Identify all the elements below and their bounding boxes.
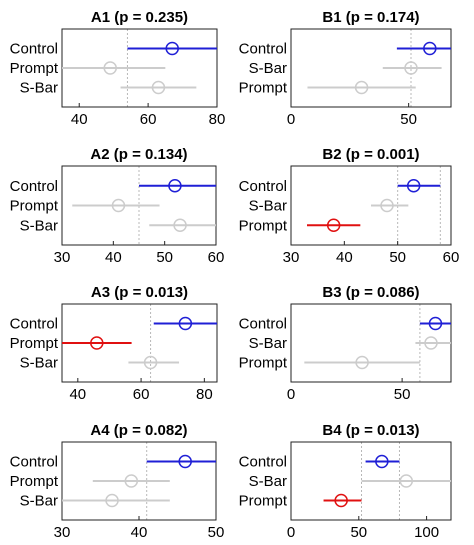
x-tick-label: 30 [54, 249, 71, 266]
axes-box [61, 165, 217, 246]
mean-point [399, 474, 414, 488]
category-label: S-Bar [249, 198, 287, 215]
category-label: Prompt [239, 80, 288, 97]
category-label: Prompt [239, 217, 288, 234]
panel-title: A2 (p = 0.134) [90, 146, 187, 163]
x-tick-label: 50 [208, 524, 225, 541]
x-tick-label: 50 [400, 111, 417, 128]
x-tick-label: 50 [350, 524, 367, 541]
axes-box [290, 28, 452, 108]
panel-a4: A4 (p = 0.082) 30 40 50 Control Prompt S-Bar [10, 422, 225, 541]
panel-title: A4 (p = 0.082) [90, 422, 187, 439]
panel-title: B3 (p = 0.086) [322, 284, 419, 301]
x-tick-label: 60 [133, 386, 150, 403]
mean-point [103, 61, 117, 75]
mean-point [406, 179, 421, 193]
x-tick-label: 40 [69, 386, 86, 403]
x-tick-label: 50 [394, 386, 411, 403]
category-label: S-Bar [20, 493, 58, 510]
mean-point [151, 80, 166, 95]
x-tick-label: 40 [131, 524, 148, 541]
category-label: Prompt [10, 198, 59, 215]
category-label: S-Bar [20, 217, 58, 234]
x-tick-label: 40 [105, 249, 122, 266]
category-label: Prompt [239, 355, 288, 372]
category-label: Control [239, 41, 287, 58]
mean-point [424, 336, 438, 350]
panel-a1: A1 (p = 0.235) 40 60 80 Control Prompt S-Bar [10, 9, 226, 128]
panel-title: A1 (p = 0.235) [91, 9, 188, 26]
category-label: S-Bar [20, 80, 58, 97]
mean-point [355, 355, 369, 370]
panel-b3: B3 (p = 0.086) 0 50 Control S-Bar Prompt [239, 284, 452, 403]
x-tick-label: 60 [208, 249, 225, 266]
panel-title: B4 (p = 0.013) [322, 422, 419, 439]
category-label: Control [10, 316, 58, 333]
mean-point [111, 198, 126, 213]
mean-point [173, 218, 187, 232]
category-label: S-Bar [20, 355, 58, 372]
panel-title: B2 (p = 0.001) [322, 146, 419, 163]
mean-point [375, 454, 389, 469]
panel-b4: B4 (p = 0.013) 0 50 100 Control S-Bar Prompt [239, 422, 452, 541]
category-label: Control [239, 316, 287, 333]
mean-point [380, 198, 394, 213]
x-tick-label: 80 [209, 111, 226, 128]
mean-point [178, 454, 192, 469]
x-tick-label: 0 [287, 111, 295, 128]
x-tick-label: 50 [156, 249, 173, 266]
mean-point [168, 179, 182, 193]
category-label: Prompt [10, 60, 59, 77]
x-tick-label: 100 [414, 524, 439, 541]
mean-point [326, 218, 341, 232]
x-tick-label: 40 [336, 249, 353, 266]
category-label: Control [10, 178, 58, 195]
panel-title: A3 (p = 0.013) [91, 284, 188, 301]
panel-a3: A3 (p = 0.013) 40 60 80 Control Prompt S-Bar [10, 284, 218, 403]
category-label: S-Bar [249, 60, 287, 77]
panel-a2: A2 (p = 0.134) 30 40 50 60 Control Prompt S-Bar [10, 146, 225, 266]
category-label: Control [239, 454, 287, 471]
panel-b1: B1 (p = 0.174) 0 50 Control S-Bar Prompt [239, 9, 452, 128]
x-tick-label: 60 [443, 249, 460, 266]
x-tick-label: 0 [287, 386, 295, 403]
x-tick-label: 0 [287, 524, 295, 541]
mean-point [143, 355, 158, 370]
category-label: Prompt [239, 493, 288, 510]
mean-point [334, 493, 348, 508]
category-label: Control [10, 41, 58, 58]
x-tick-label: 60 [140, 111, 157, 128]
category-label: Prompt [10, 473, 59, 490]
mean-point [354, 80, 369, 95]
category-label: S-Bar [249, 335, 287, 352]
x-tick-label: 50 [389, 249, 406, 266]
mean-point [165, 41, 179, 56]
mean-point [428, 316, 443, 331]
mean-point [124, 474, 139, 488]
category-label: Control [10, 454, 58, 471]
mean-point [105, 493, 119, 508]
panel-b2: B2 (p = 0.001) 30 40 50 60 Control S-Bar Prompt [239, 146, 460, 266]
x-tick-label: 30 [54, 524, 71, 541]
x-tick-label: 40 [71, 111, 88, 128]
x-tick-label: 30 [283, 249, 300, 266]
mean-point [90, 336, 104, 350]
category-label: S-Bar [249, 473, 287, 490]
mean-point [404, 61, 418, 75]
mean-point [178, 316, 193, 331]
mean-point [423, 41, 437, 56]
x-tick-label: 80 [196, 386, 213, 403]
panel-title: B1 (p = 0.174) [322, 9, 419, 26]
category-label: Prompt [10, 335, 59, 352]
category-label: Control [239, 178, 287, 195]
axes-box [290, 165, 452, 246]
